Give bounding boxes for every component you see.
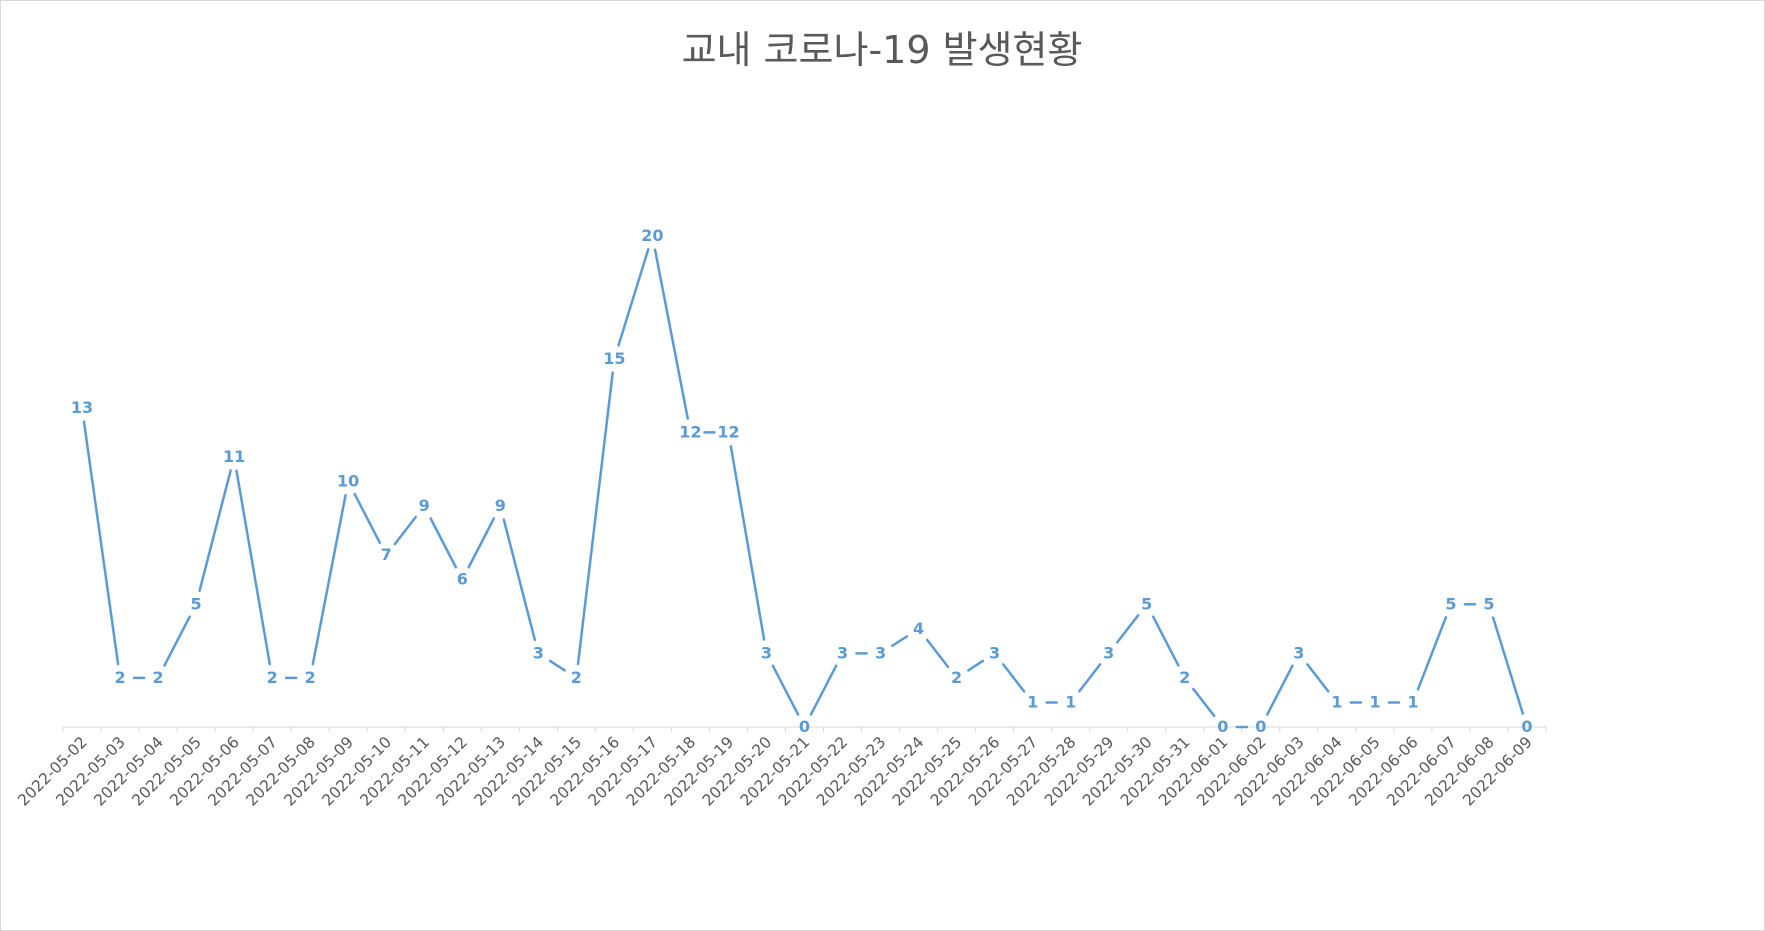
- data-label: 3: [533, 643, 544, 662]
- data-label: 4: [913, 619, 924, 638]
- data-label: 5: [1483, 594, 1494, 613]
- line-segment: [1078, 663, 1102, 693]
- data-label: 3: [1103, 643, 1114, 662]
- data-label: 7: [381, 545, 392, 564]
- data-label: 0: [1255, 717, 1266, 736]
- line-segment: [429, 517, 458, 569]
- data-label: 5: [191, 594, 202, 613]
- line-segment: [1306, 663, 1330, 693]
- line-segment: [82, 420, 120, 666]
- data-label: 12: [717, 422, 739, 441]
- data-label: 10: [337, 472, 359, 491]
- line-segment: [1192, 687, 1216, 718]
- x-axis: [62, 726, 1547, 732]
- line-segment: [729, 444, 766, 641]
- data-label: 2: [267, 668, 278, 687]
- line-segment: [198, 469, 232, 592]
- line-segment: [809, 664, 838, 716]
- data-label: 2: [305, 668, 316, 687]
- line-segment: [1416, 616, 1448, 691]
- line-segment: [653, 248, 690, 420]
- data-label: 1: [1369, 692, 1380, 711]
- data-label: 3: [989, 643, 1000, 662]
- line-segment: [617, 248, 650, 347]
- data-label: 13: [71, 398, 93, 417]
- line-segment: [311, 493, 347, 666]
- data-label: 0: [1217, 717, 1228, 736]
- line-segment: [235, 469, 272, 666]
- data-label: 0: [799, 717, 810, 736]
- chart-title: 교내 코로나-19 발생현황: [682, 28, 1083, 72]
- line-segment: [1491, 616, 1525, 715]
- data-label: 3: [761, 643, 772, 662]
- series-line: [82, 248, 1525, 729]
- data-label: 6: [457, 570, 468, 589]
- line-segment: [967, 659, 985, 672]
- data-label: 3: [837, 643, 848, 662]
- data-label: 5: [1141, 594, 1152, 613]
- line-segment: [163, 615, 191, 667]
- data-label: 2: [571, 668, 582, 687]
- data-label: 1: [1027, 692, 1038, 711]
- data-label: 1: [1331, 692, 1342, 711]
- data-label: 1: [1407, 692, 1418, 711]
- data-label: 0: [1521, 717, 1532, 736]
- line-segment: [576, 371, 614, 666]
- line-segment: [393, 515, 417, 546]
- data-label: 3: [1293, 643, 1304, 662]
- line-segment: [502, 518, 537, 642]
- line-segment: [548, 659, 566, 672]
- data-label: 5: [1445, 594, 1456, 613]
- data-label: 11: [223, 447, 245, 466]
- data-label: 1: [1065, 692, 1076, 711]
- data-label: 2: [114, 668, 125, 687]
- data-label: 2: [152, 668, 163, 687]
- line-segment: [353, 492, 382, 544]
- line-segment: [467, 517, 496, 569]
- line-segment: [771, 664, 800, 716]
- data-label: 9: [495, 496, 506, 515]
- data-label: 12: [679, 422, 701, 441]
- x-tick-labels: 2022-05-022022-05-032022-05-042022-05-05…: [14, 733, 1535, 809]
- line-segment: [925, 638, 950, 669]
- data-label: 3: [875, 643, 886, 662]
- line-segment: [891, 635, 909, 648]
- data-label: 2: [951, 668, 962, 687]
- line-segment: [1116, 614, 1140, 644]
- data-label: 15: [603, 349, 625, 368]
- line-segment: [1151, 615, 1180, 667]
- data-label: 2: [1179, 668, 1190, 687]
- line-segment: [1001, 663, 1026, 693]
- data-label: 9: [419, 496, 430, 515]
- line-segment: [1265, 664, 1294, 716]
- data-label: 20: [641, 226, 663, 245]
